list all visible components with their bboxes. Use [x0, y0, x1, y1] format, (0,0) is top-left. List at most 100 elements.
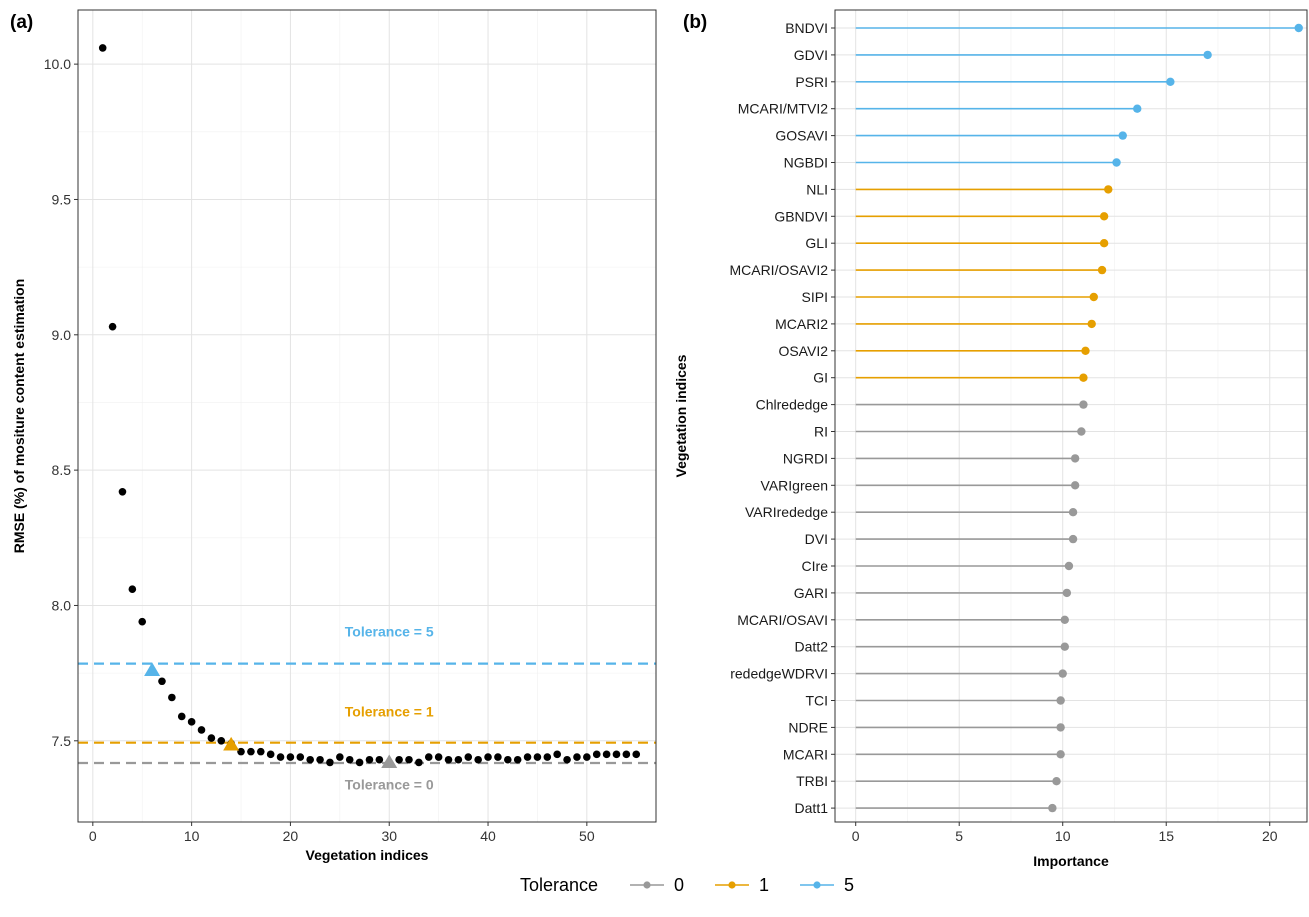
rmse-point	[306, 755, 314, 764]
rmse-point	[484, 753, 492, 761]
rmse-point	[592, 750, 601, 759]
lollipop-point	[1068, 508, 1078, 517]
vegetation-index-label: VARIgreen	[761, 477, 828, 493]
panel-a-y-axis-title: RMSE (%) of mositure content estimation	[11, 279, 27, 554]
rmse-point	[375, 755, 384, 764]
lollipop-point	[1166, 77, 1175, 87]
panel-a-x-tick-label: 50	[579, 828, 595, 844]
panel-a-y-tick-label: 7.5	[52, 733, 72, 749]
vegetation-index-label: PSRI	[795, 74, 828, 90]
panel-a-background	[78, 10, 656, 822]
legend-item-label: 5	[844, 875, 854, 895]
rmse-point	[168, 693, 176, 702]
lollipop-point	[1077, 427, 1086, 436]
lollipop-point	[1099, 212, 1109, 221]
lollipop-point	[1133, 104, 1142, 113]
legend-item-label: 1	[759, 875, 769, 895]
rmse-point	[207, 734, 216, 742]
vegetation-index-label: NGRDI	[783, 450, 828, 466]
panel-a-x-ticks: 0 10 20 30 40 50	[89, 822, 595, 844]
panel-b-x-tick-label: 0	[852, 828, 860, 844]
vegetation-index-label: MCARI	[783, 746, 828, 762]
vegetation-index-label: Datt1	[795, 800, 829, 816]
rmse-point	[108, 322, 117, 331]
selected-marker-tolerance-0	[381, 754, 398, 769]
panel-b-background	[835, 10, 1307, 822]
lollipop-point	[1058, 669, 1067, 678]
lollipop-point	[1064, 561, 1074, 571]
lollipop-point	[1056, 696, 1065, 705]
panel-a-y-tick-label: 10.0	[44, 56, 71, 72]
vegetation-index-label: NLI	[806, 181, 828, 197]
legend-key-point	[813, 881, 821, 889]
panel-b-border	[834, 9, 1308, 823]
rmse-point	[513, 755, 522, 764]
rmse-point	[256, 747, 265, 756]
vegetation-index-label: TRBI	[796, 773, 828, 789]
vegetation-index-label: MCARI/MTVI2	[738, 101, 828, 117]
panel-a-tolerance-labels: Tolerance = 5 Tolerance = 1 Tolerance = 0	[345, 624, 434, 793]
rmse-point	[217, 737, 226, 745]
lollipop-point	[1060, 615, 1069, 624]
rmse-point	[138, 617, 147, 626]
rmse-point	[553, 750, 561, 759]
panel-a-points	[98, 44, 641, 767]
rmse-point	[355, 758, 364, 767]
vegetation-index-label: NDRE	[788, 719, 828, 735]
rmse-point	[454, 755, 463, 764]
rmse-point	[503, 755, 512, 764]
rmse-point	[237, 747, 245, 756]
tolerance-label-0: Tolerance = 0	[345, 777, 434, 793]
legend: Tolerance 0 1 5	[520, 875, 854, 895]
rmse-point	[316, 755, 324, 764]
panel-b-y-axis-title: Vegetation indices	[673, 354, 689, 477]
rmse-point	[602, 750, 611, 759]
lollipop-point	[1052, 777, 1061, 786]
panel-a-y-tick-label: 8.0	[52, 597, 72, 613]
panel-a-x-tick-label: 20	[283, 828, 299, 844]
panel-a-selected-markers	[144, 662, 398, 769]
rmse-point	[612, 750, 621, 759]
rmse-point	[296, 753, 305, 761]
lollipop-point	[1087, 319, 1096, 329]
rmse-point	[622, 750, 631, 759]
vegetation-index-label: BNDVI	[785, 20, 828, 36]
legend-item-label: 0	[674, 875, 684, 895]
panel-a-y-tick-label: 8.5	[52, 462, 72, 478]
panel-b-label: (b)	[683, 12, 707, 33]
rmse-point	[494, 753, 502, 761]
vegetation-index-label: OSAVI2	[778, 343, 828, 359]
vegetation-index-label: DVI	[805, 531, 828, 547]
vegetation-index-label: Chlrededge	[756, 397, 829, 413]
vegetation-index-label: GI	[813, 370, 828, 386]
vegetation-index-label: GBNDVI	[774, 208, 828, 224]
panel-a-y-tick-label: 9.0	[52, 327, 72, 343]
lollipop-point	[1118, 131, 1127, 140]
panel-a-y-ticks: 7.5 8.0 8.5 9.0 9.5 10.0	[44, 56, 78, 749]
panel-b-x-tick-label: 5	[955, 828, 963, 844]
vegetation-index-label: MCARI/OSAVI	[737, 612, 828, 628]
vegetation-index-label: Datt2	[795, 639, 829, 655]
vegetation-index-label: GARI	[794, 585, 828, 601]
lollipop-point	[1089, 292, 1098, 302]
rmse-point	[444, 755, 453, 764]
panel-b-x-ticks: 0 5 10 15 20	[852, 822, 1278, 844]
lollipop-point	[1079, 400, 1088, 409]
selected-marker-tolerance-1	[223, 736, 240, 751]
lollipop-point	[1056, 750, 1065, 759]
vegetation-index-label: VARIrededge	[745, 504, 828, 520]
rmse-point	[345, 755, 354, 764]
vegetation-index-label: GOSAVI	[775, 128, 828, 144]
rmse-point	[523, 753, 532, 761]
vegetation-index-label: RI	[814, 424, 828, 440]
panel-a-grid	[78, 10, 656, 822]
vegetation-index-label: GDVI	[794, 47, 828, 63]
tolerance-label-5: Tolerance = 5	[345, 624, 434, 640]
rmse-point	[563, 755, 571, 764]
lollipop-point	[1070, 454, 1080, 463]
lollipop-point	[1048, 803, 1057, 813]
lollipop-point	[1104, 185, 1113, 194]
lollipop-point	[1294, 23, 1303, 33]
rmse-point	[247, 747, 255, 756]
